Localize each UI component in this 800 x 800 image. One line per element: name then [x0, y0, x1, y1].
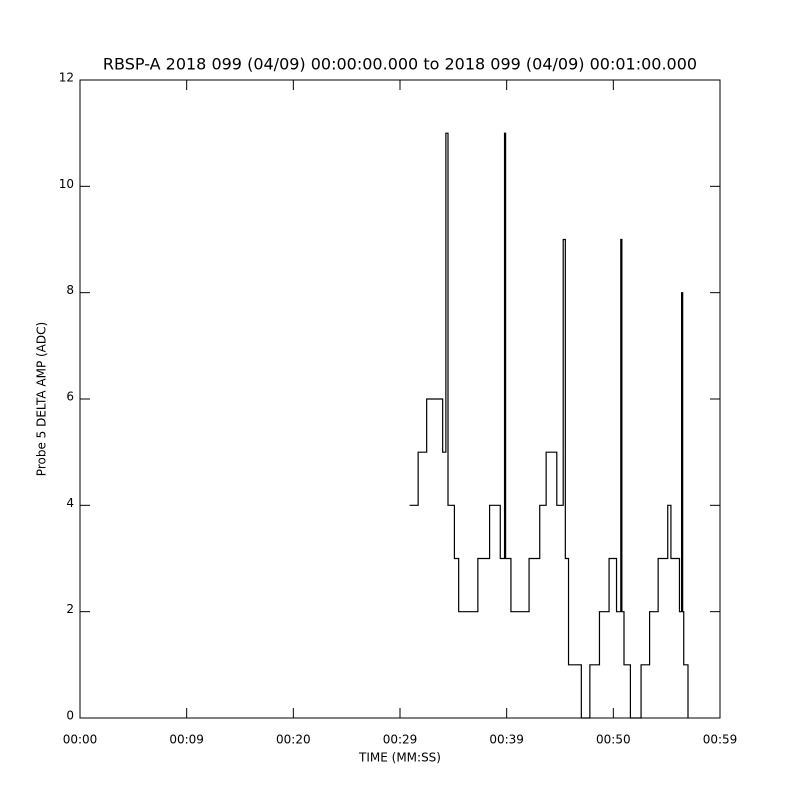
x-tick-label: 00:00 — [63, 733, 98, 747]
y-tick-label: 8 — [66, 283, 74, 297]
y-tick-label: 12 — [59, 71, 74, 85]
x-tick-label: 00:59 — [703, 733, 738, 747]
x-tick-label: 00:50 — [596, 733, 631, 747]
y-tick-label: 6 — [66, 390, 74, 404]
x-tick-label: 00:20 — [276, 733, 311, 747]
x-tick-label: 00:09 — [169, 733, 204, 747]
y-tick-label: 0 — [66, 709, 74, 723]
y-tick-label: 4 — [66, 496, 74, 510]
y-tick-label: 10 — [59, 177, 74, 191]
x-tick-label: 00:39 — [489, 733, 524, 747]
x-tick-label: 00:29 — [383, 733, 418, 747]
chart-title: RBSP-A 2018 099 (04/09) 00:00:00.000 to … — [103, 55, 697, 74]
y-tick-label: 2 — [66, 602, 74, 616]
data-line — [409, 132, 689, 719]
y-axis-label: Probe 5 DELTA AMP (ADC) — [35, 322, 49, 476]
x-axis-label: TIME (MM:SS) — [358, 751, 441, 765]
